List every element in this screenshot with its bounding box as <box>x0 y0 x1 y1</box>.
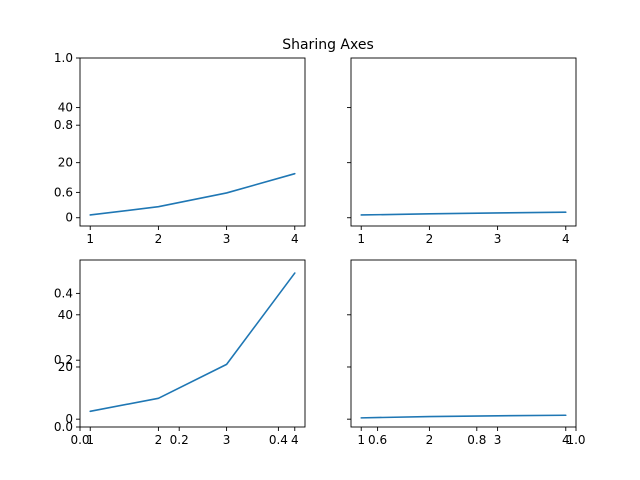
x-tick-label: 1 <box>357 232 365 246</box>
bg-bottom-ytick-label: 0.0 <box>54 420 73 434</box>
subplot-frame <box>79 259 306 428</box>
series-line <box>89 272 296 413</box>
x-tick-label: 1 <box>86 433 94 447</box>
x-tick-label: 2 <box>155 232 163 246</box>
subplot-bottom-right: 1 2 3 4 <box>347 259 577 447</box>
subplot-frame <box>350 259 577 428</box>
bg-bottom-ytick-label: 0.4 <box>54 286 73 300</box>
bg-top-ytick-label: 0.6 <box>54 185 73 199</box>
subplot-top-right: 1 2 3 4 <box>347 57 577 246</box>
bg-bottom-xtick-label: 0.8 <box>467 433 486 447</box>
subplot-frame <box>79 57 306 227</box>
subplot-background <box>80 58 305 226</box>
bg-bottom-xtick-label: 0.2 <box>170 433 189 447</box>
x-tick-label: 4 <box>291 232 299 246</box>
bg-bottom-xtick-label: 0.6 <box>368 433 387 447</box>
bg-bottom-xtick-label: 0.0 <box>70 433 89 447</box>
y-tick-label: 40 <box>58 308 73 322</box>
x-tick-label: 4 <box>562 433 570 447</box>
subplot-frame <box>350 57 577 227</box>
chart-title: Sharing Axes <box>282 37 374 53</box>
background-axes: 0.6 0.8 1.0 0.0 0.2 0.4 0.0 0.2 0.4 0.6 0.8 1.0 <box>54 51 586 447</box>
y-tick-label: 20 <box>58 156 73 170</box>
bg-bottom-ytick-label: 0.2 <box>54 353 73 367</box>
y-tick-label: 0 <box>65 211 73 225</box>
subplot-background <box>80 260 305 427</box>
x-tick-label: 1 <box>357 433 365 447</box>
bg-bottom-xtick-label: 0.4 <box>269 433 288 447</box>
bg-top-ytick-label: 1.0 <box>54 51 73 65</box>
x-tick-label: 1 <box>86 232 94 246</box>
series-line <box>89 172 296 216</box>
x-tick-label: 3 <box>223 433 231 447</box>
subplot-background <box>351 260 576 427</box>
x-tick-label: 3 <box>494 433 502 447</box>
subplot-background <box>351 58 576 226</box>
bg-bottom-xtick-label: 1.0 <box>566 433 585 447</box>
series-line <box>360 211 567 216</box>
x-tick-label: 2 <box>426 433 434 447</box>
x-tick-label: 4 <box>562 232 570 246</box>
x-tick-label: 2 <box>426 232 434 246</box>
x-tick-label: 3 <box>494 232 502 246</box>
y-tick-label: 0 <box>65 412 73 426</box>
bg-top-ytick-label: 0.8 <box>54 118 73 132</box>
series-line <box>360 414 567 419</box>
x-tick-label: 3 <box>223 232 231 246</box>
x-tick-label: 4 <box>291 433 299 447</box>
x-tick-label: 2 <box>155 433 163 447</box>
y-tick-label: 40 <box>58 101 73 115</box>
y-tick-label: 20 <box>58 360 73 374</box>
